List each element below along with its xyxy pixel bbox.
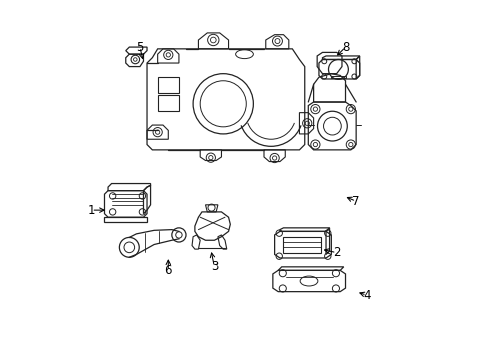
Text: 4: 4 <box>362 289 370 302</box>
Text: 2: 2 <box>332 246 340 259</box>
Text: 8: 8 <box>341 41 348 54</box>
Text: 3: 3 <box>210 260 218 273</box>
Text: 1: 1 <box>87 204 95 217</box>
Text: 7: 7 <box>352 195 359 208</box>
Text: 6: 6 <box>164 264 172 277</box>
Text: 5: 5 <box>136 41 143 54</box>
